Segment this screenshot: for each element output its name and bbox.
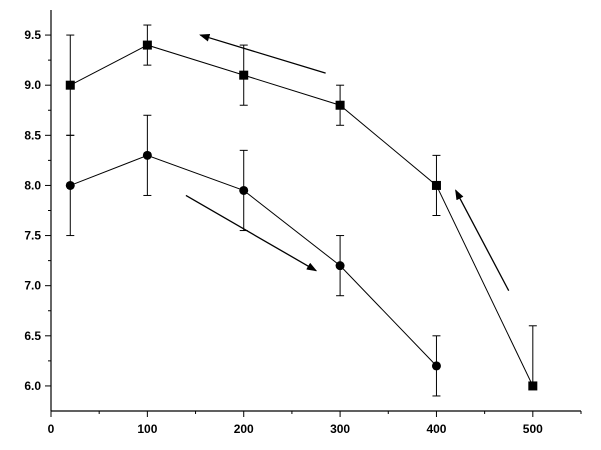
arrow-annotation (185, 194, 318, 272)
x-tick-label: 300 (330, 422, 350, 436)
square-marker (335, 100, 345, 110)
y-tick-label: 9.5 (24, 28, 41, 42)
y-tick-label: 9.0 (24, 78, 41, 92)
circle-marker (335, 261, 345, 271)
arrow-annotation (199, 33, 326, 74)
y-tick-label: 6.5 (24, 329, 41, 343)
y-tick-label: 8.5 (24, 128, 41, 142)
series-line-2 (70, 154, 437, 367)
series-lines (70, 44, 534, 387)
x-tick-label: 400 (426, 422, 446, 436)
circle-marker (142, 150, 152, 160)
x-tick-label: 0 (48, 422, 55, 436)
circle-marker (65, 180, 75, 190)
y-tick-label: 8.0 (24, 178, 41, 192)
square-marker (142, 40, 152, 50)
square-marker (239, 70, 249, 80)
series-markers (65, 40, 538, 391)
y-tick-label: 7.0 (24, 279, 41, 293)
arrow-annotation (455, 189, 510, 292)
x-tick-label: 200 (234, 422, 254, 436)
x-tick-label: 500 (523, 422, 543, 436)
annotations (185, 33, 510, 292)
square-marker (528, 381, 538, 391)
square-marker (431, 180, 441, 190)
series-line-1 (70, 44, 534, 387)
y-tick-label: 7.5 (24, 229, 41, 243)
axes: 0 100 200 300 400 500 6.0 6.5 7.0 7.5 8.0 8.5 9.0 9.5 (24, 10, 582, 436)
circle-marker (431, 361, 441, 371)
x-tick-label: 100 (137, 422, 157, 436)
circle-marker (239, 185, 249, 195)
y-tick-label: 6.0 (24, 379, 41, 393)
square-marker (65, 80, 75, 90)
